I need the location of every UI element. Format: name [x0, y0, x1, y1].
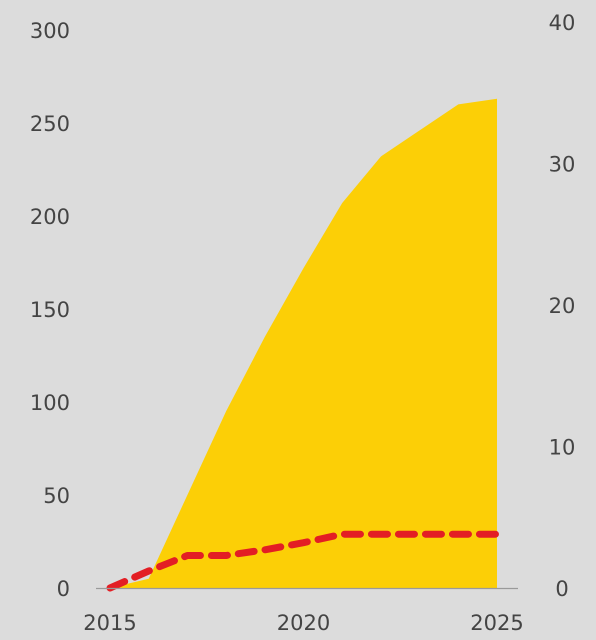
left-y-tick-label: 200 — [30, 205, 70, 229]
plot-area — [106, 98, 501, 592]
left-y-tick-label: 250 — [30, 112, 70, 136]
right-y-tick-label: 10 — [549, 436, 576, 460]
right-y-tick-label: 40 — [549, 11, 576, 35]
right-y-tick-label: 0 — [555, 577, 568, 601]
x-tick-label: 2025 — [470, 611, 523, 635]
right-y-axis-tick-labels: 0 10 20 30 40 — [549, 11, 576, 601]
left-y-tick-label: 0 — [57, 577, 70, 601]
left-y-tick-label: 100 — [30, 391, 70, 415]
left-y-axis-tick-labels: 0 50 100 150 200 250 300 — [30, 19, 70, 601]
area-series-0 — [110, 98, 497, 589]
line-series-1 — [106, 530, 501, 592]
left-y-tick-label: 150 — [30, 298, 70, 322]
left-y-tick-label: 50 — [43, 484, 70, 508]
right-y-tick-label: 20 — [549, 294, 576, 318]
x-tick-label: 2015 — [83, 611, 136, 635]
right-y-tick-label: 30 — [549, 153, 576, 177]
x-tick-label: 2020 — [277, 611, 330, 635]
x-axis-tick-labels: 2015 2020 2025 — [83, 611, 523, 635]
left-y-tick-label: 300 — [30, 19, 70, 43]
